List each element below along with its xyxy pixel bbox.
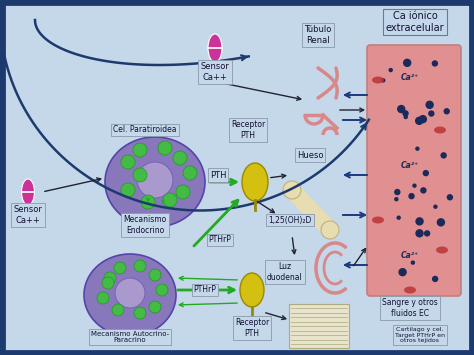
Circle shape: [133, 168, 147, 182]
Circle shape: [423, 171, 428, 176]
Ellipse shape: [208, 34, 222, 62]
Ellipse shape: [434, 126, 446, 133]
Circle shape: [176, 185, 190, 199]
Text: Luz
duodenal: Luz duodenal: [267, 262, 303, 282]
FancyBboxPatch shape: [367, 45, 461, 296]
Circle shape: [121, 155, 135, 169]
Circle shape: [421, 188, 426, 193]
Text: Ca²⁺: Ca²⁺: [401, 251, 419, 260]
Text: Receptor
PTH: Receptor PTH: [235, 318, 269, 338]
Circle shape: [416, 218, 423, 225]
Text: Ca²⁺: Ca²⁺: [401, 73, 419, 82]
Text: Ca iónico
extracelular: Ca iónico extracelular: [386, 11, 444, 33]
Circle shape: [403, 111, 408, 116]
Circle shape: [425, 231, 429, 236]
Circle shape: [149, 301, 161, 313]
Circle shape: [419, 116, 427, 122]
Circle shape: [429, 111, 434, 116]
Circle shape: [438, 219, 445, 226]
Circle shape: [173, 151, 187, 165]
Text: Sensor
Ca++: Sensor Ca++: [14, 205, 43, 225]
Circle shape: [441, 153, 446, 158]
Text: Mecanismo Autocrino-
Paracrino: Mecanismo Autocrino- Paracrino: [91, 331, 169, 344]
Text: Cel. Paratiroidea: Cel. Paratiroidea: [113, 126, 177, 135]
Circle shape: [416, 147, 419, 150]
Circle shape: [104, 272, 116, 284]
Ellipse shape: [404, 286, 416, 294]
Ellipse shape: [372, 217, 384, 224]
Text: 1,25(OH)₂D: 1,25(OH)₂D: [268, 215, 312, 224]
Text: Ca²⁺: Ca²⁺: [401, 160, 419, 169]
Circle shape: [149, 269, 161, 281]
Ellipse shape: [21, 179, 35, 205]
Circle shape: [444, 109, 449, 114]
Circle shape: [321, 221, 339, 239]
Circle shape: [426, 101, 433, 108]
Circle shape: [121, 183, 135, 197]
Circle shape: [404, 59, 410, 66]
Circle shape: [411, 261, 414, 264]
Circle shape: [416, 230, 423, 237]
Circle shape: [133, 143, 147, 157]
Circle shape: [389, 69, 392, 72]
Ellipse shape: [436, 246, 448, 253]
Text: Hueso: Hueso: [297, 151, 323, 159]
Text: Mecanismo
Endocrino: Mecanismo Endocrino: [123, 215, 167, 235]
Circle shape: [163, 193, 177, 207]
Text: PTH: PTH: [210, 170, 226, 180]
Ellipse shape: [84, 254, 176, 336]
Circle shape: [114, 262, 126, 274]
Circle shape: [134, 307, 146, 319]
Text: PTHrP: PTHrP: [209, 235, 231, 245]
Circle shape: [433, 277, 438, 282]
Circle shape: [397, 216, 400, 219]
Ellipse shape: [372, 76, 384, 83]
Text: PTHrP: PTHrP: [193, 285, 217, 295]
Circle shape: [156, 284, 168, 296]
Text: Receptor
PTH: Receptor PTH: [231, 120, 265, 140]
Ellipse shape: [240, 273, 264, 307]
Circle shape: [416, 117, 423, 124]
Circle shape: [134, 260, 146, 272]
Circle shape: [447, 195, 452, 200]
Circle shape: [434, 205, 437, 208]
Text: Sensor
Ca++: Sensor Ca++: [201, 62, 229, 82]
Text: Sangre y otros
fluidos EC: Sangre y otros fluidos EC: [382, 298, 438, 318]
Ellipse shape: [115, 278, 145, 308]
Text: Túbulo
Renal: Túbulo Renal: [304, 25, 332, 45]
Circle shape: [395, 198, 398, 201]
Circle shape: [413, 184, 416, 187]
Circle shape: [102, 277, 114, 289]
Circle shape: [112, 304, 124, 316]
FancyBboxPatch shape: [4, 4, 470, 351]
Ellipse shape: [137, 162, 173, 198]
Ellipse shape: [242, 163, 268, 201]
Circle shape: [395, 190, 400, 195]
Circle shape: [382, 79, 385, 82]
Circle shape: [404, 115, 407, 119]
Circle shape: [399, 269, 406, 275]
Circle shape: [283, 181, 301, 199]
Circle shape: [158, 141, 172, 155]
Text: Cartilago y cel.
Target PTHrP en
otros tejidos: Cartilago y cel. Target PTHrP en otros t…: [395, 327, 445, 343]
Circle shape: [141, 195, 155, 209]
Circle shape: [432, 61, 438, 66]
FancyBboxPatch shape: [289, 304, 349, 348]
Circle shape: [183, 166, 197, 180]
Circle shape: [398, 105, 405, 113]
Circle shape: [97, 292, 109, 304]
Circle shape: [409, 193, 414, 199]
Ellipse shape: [105, 137, 205, 227]
